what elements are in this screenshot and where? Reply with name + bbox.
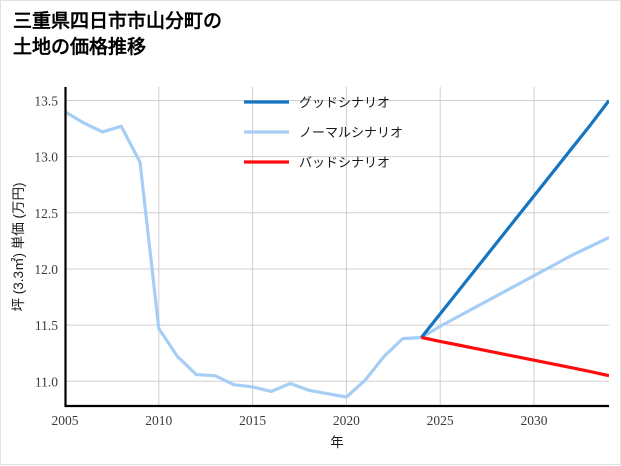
x-tick-labels: 2005 2010 2015 2020 2025 2030 (52, 413, 548, 428)
series-line (65, 110, 609, 399)
x-tick-label: 2025 (427, 413, 454, 428)
series-line (420, 99, 609, 339)
x-tick-label: 2030 (520, 413, 547, 428)
y-gridlines (65, 100, 609, 382)
x-axis-title: 年 (330, 435, 344, 450)
y-tick-label: 12.0 (34, 262, 58, 277)
y-tick-label: 13.5 (34, 93, 58, 108)
y-tick-label: 12.5 (34, 206, 58, 221)
page-title: 三重県四日市市山分町の 土地の価格推移 (13, 11, 223, 58)
x-tick-label: 2005 (52, 413, 79, 428)
plot-background (65, 87, 609, 407)
y-tick-label: 11.5 (35, 318, 58, 333)
x-tick-label: 2020 (333, 413, 360, 428)
y-axis-title: 坪 (3.3㎡) 単価 (万円) (11, 182, 26, 311)
legend-label: バッドシナリオ (299, 155, 390, 170)
data-series-group (65, 99, 609, 399)
legend-label: グッドシナリオ (299, 95, 390, 110)
series-line (421, 335, 609, 378)
legend-label: ノーマルシナリオ (299, 125, 403, 140)
x-tick-label: 2010 (145, 413, 172, 428)
y-tick-labels: 11.0 11.5 12.0 12.5 13.0 13.5 (34, 93, 58, 389)
y-tick-label: 11.0 (35, 374, 58, 389)
y-tick-label: 13.0 (34, 150, 58, 165)
x-tick-label: 2015 (239, 413, 266, 428)
